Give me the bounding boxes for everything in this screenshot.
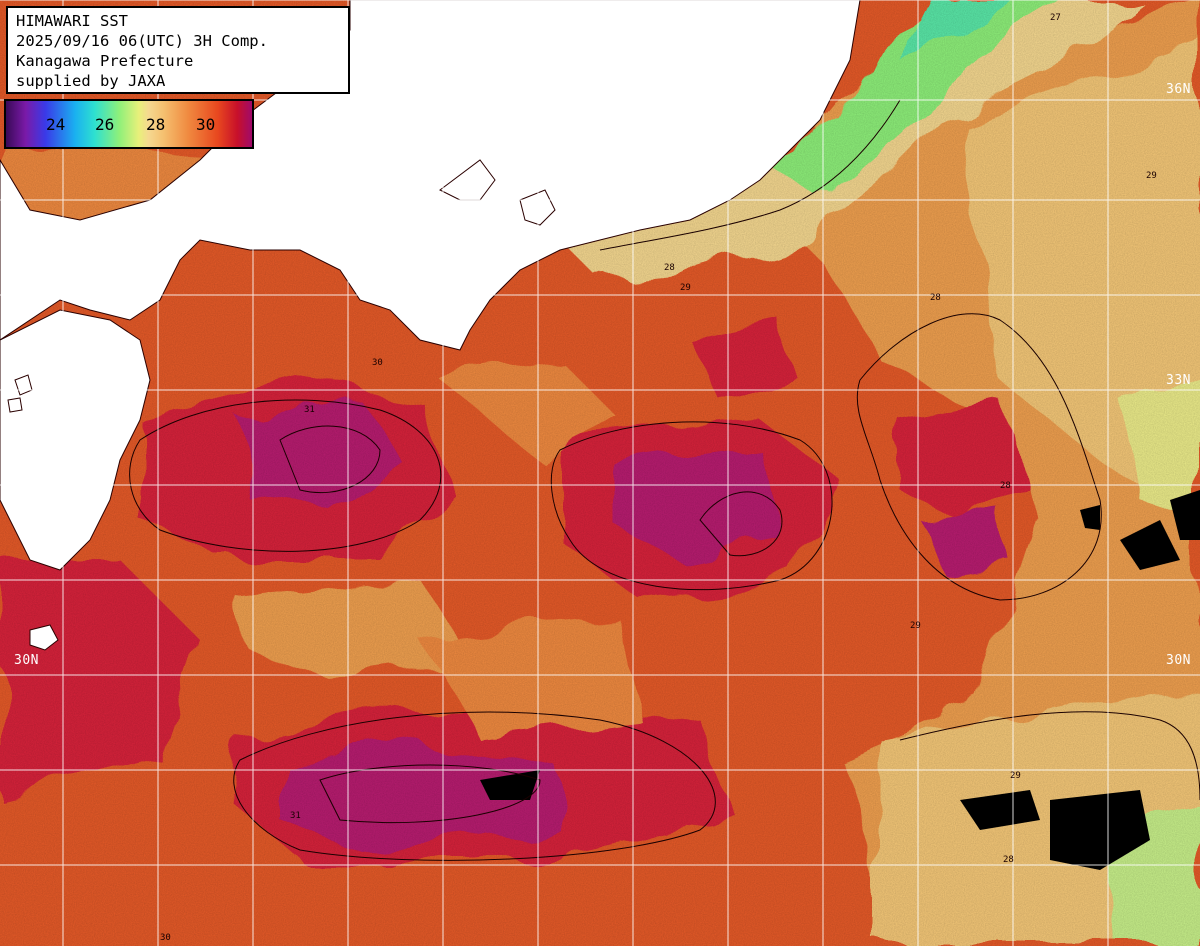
contour-label: 28 [930, 293, 941, 303]
contour-label: 29 [910, 621, 921, 631]
isotherms [129, 99, 1200, 861]
isotherm-29-east [856, 313, 1102, 601]
colorbar-tick-28: 28 [146, 115, 166, 134]
colorbar-tick-24: 24 [46, 115, 66, 134]
isotherm-31-central [699, 491, 783, 557]
isotherm-30-south [233, 711, 716, 861]
land-islet-e [7, 397, 23, 413]
land [0, 0, 861, 651]
product-title: HIMAWARI SST [16, 12, 128, 30]
lat-label-30n-left: 30N [14, 653, 39, 668]
contour-labels: 27 28 29 30 31 28 29 29 28 30 31 28 29 [160, 13, 1157, 943]
contour-label: 30 [372, 358, 383, 368]
temperature-colorbar: 24 26 28 30 [4, 99, 254, 149]
observation-time: 2025/09/16 06(UTC) 3H Comp. [16, 32, 268, 50]
lat-label-33n: 33N [1166, 373, 1191, 388]
contour-label: 28 [1003, 855, 1014, 865]
isotherm-31-south [319, 764, 541, 824]
land-islet-c [29, 624, 59, 651]
provider-name: Kanagawa Prefecture [16, 52, 194, 70]
info-box: HIMAWARI SST 2025/09/16 06(UTC) 3H Comp.… [6, 6, 350, 94]
isotherm-30-west [129, 399, 442, 552]
contour-label: 29 [1010, 771, 1021, 781]
contour-label: 31 [290, 811, 301, 821]
colorbar-tick-26: 26 [95, 115, 115, 134]
data-source: supplied by JAXA [16, 72, 166, 90]
contour-label: 28 [1000, 481, 1011, 491]
contour-label: 30 [160, 933, 171, 943]
isotherm-30-central [550, 421, 833, 591]
contour-label: 31 [304, 405, 315, 415]
land-honshu [0, 0, 861, 351]
land-kyushu [0, 309, 151, 571]
contour-label: 28 [664, 263, 675, 273]
lat-label-30n-right: 30N [1166, 653, 1191, 668]
colorbar-tick-30: 30 [196, 115, 216, 134]
contour-label: 29 [1146, 171, 1157, 181]
land-islet-a [439, 159, 496, 201]
isotherm-31-west [279, 425, 381, 494]
lat-label-36n: 36N [1166, 82, 1191, 97]
contour-label: 27 [1050, 13, 1061, 23]
isotherm-28-coast [599, 99, 901, 251]
contour-label: 29 [680, 283, 691, 293]
isotherm-29-south [899, 711, 1200, 801]
